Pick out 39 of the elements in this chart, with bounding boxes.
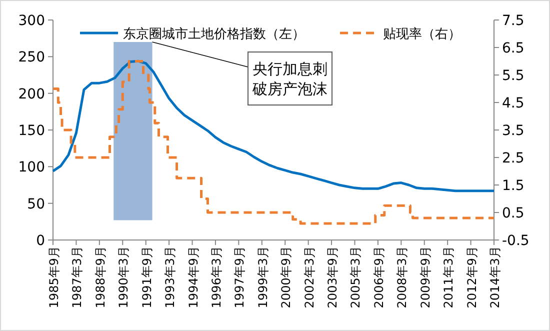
x-tick-label: 2000年9月	[279, 246, 294, 308]
y-tick-label: 100	[18, 160, 45, 176]
y-tick-label: 0	[36, 233, 45, 249]
x-tick-label: 2009年9月	[418, 246, 432, 308]
y-tick-label: 50	[27, 196, 45, 212]
y2-tick-label: 5.5	[502, 68, 524, 84]
x-tick-label: 2002年3月	[302, 246, 316, 308]
y2-tick-label: 7.5	[502, 13, 524, 29]
y2-tick-label: -0.5	[502, 233, 530, 249]
x-tick-label: 1993年3月	[163, 246, 178, 308]
y-tick-label: 150	[18, 123, 45, 139]
y2-tick-label: 2.5	[502, 150, 524, 166]
y2-tick-label: 3.5	[502, 123, 524, 139]
x-tick-label: 2005年3月	[348, 246, 363, 308]
x-tick-label: 1996年3月	[209, 246, 224, 308]
x-tick-label: 1990年3月	[116, 246, 131, 308]
x-tick-label: 2006年9月	[372, 246, 386, 308]
x-tick-label: 1999年3月	[256, 246, 270, 308]
y-tick-label: 300	[18, 13, 45, 29]
x-tick-label: 1987年3月	[70, 246, 84, 308]
y2-tick-label: 4.5	[502, 96, 524, 112]
x-tick-label: 1988年9月	[93, 246, 108, 308]
y-tick-label: 250	[18, 50, 45, 66]
legend-label: 贴现率（右）	[383, 26, 461, 42]
x-tick-label: 2003年9月	[326, 246, 340, 308]
x-tick-label: 2011年3月	[442, 246, 456, 308]
y2-tick-label: 6.5	[502, 40, 524, 56]
y2-tick-label: 0.5	[502, 206, 524, 222]
legend-label: 东京圈城市土地价格指数（左）	[123, 27, 305, 42]
x-tick-label: 2014年3月	[488, 246, 502, 308]
x-tick-label: 2008年3月	[395, 246, 410, 308]
annotation: 央行加息刺破房产泡沫	[252, 60, 328, 98]
x-tick-label: 1994年9月	[186, 246, 200, 308]
x-tick-label: 2012年9月	[464, 246, 479, 308]
y-tick-label: 200	[18, 86, 45, 102]
x-tick-label: 1997年9月	[232, 246, 247, 308]
x-tick-label: 1991年9月	[140, 246, 154, 308]
y2-tick-label: 1.5	[502, 178, 524, 194]
x-tick-label: 1985年9月	[47, 246, 61, 308]
